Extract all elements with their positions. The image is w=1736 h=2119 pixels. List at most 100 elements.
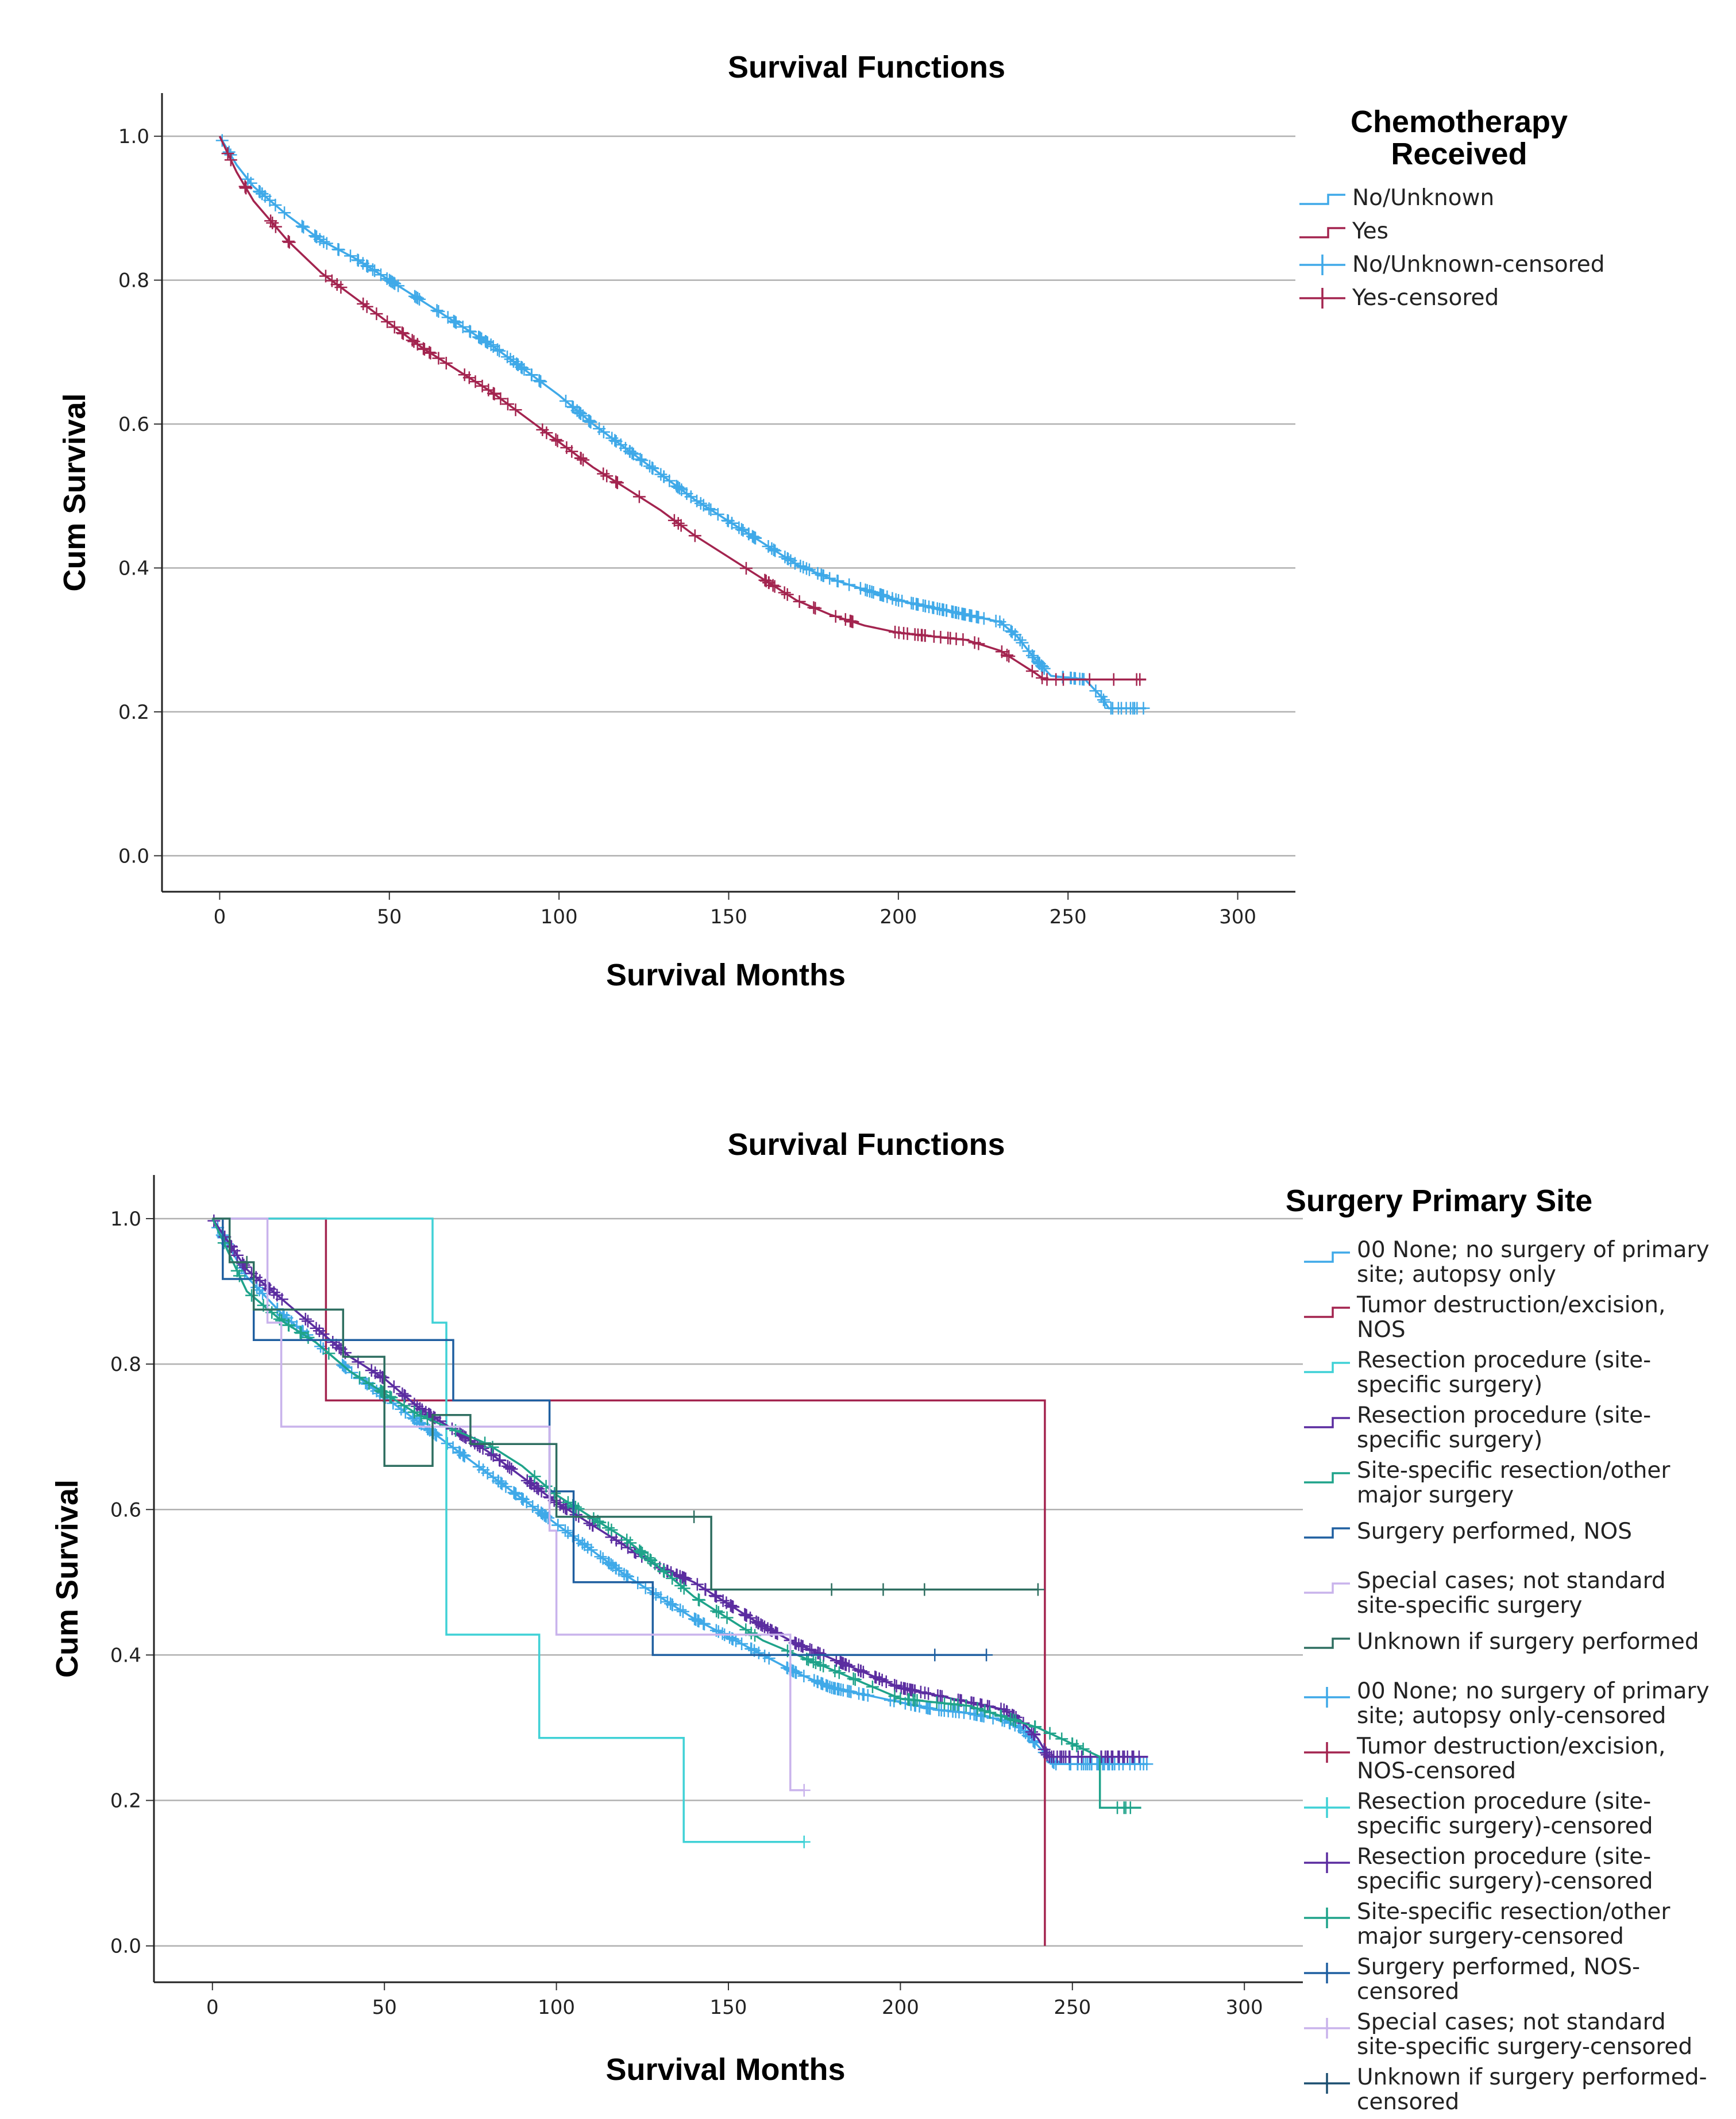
censor-mark bbox=[487, 1449, 500, 1462]
censor-mark bbox=[803, 563, 816, 576]
censor-mark bbox=[633, 1544, 646, 1558]
censor-mark bbox=[540, 426, 553, 440]
legend-swatch-step bbox=[1304, 1472, 1350, 1484]
series-line bbox=[211, 1218, 1148, 1758]
censor-mark bbox=[867, 586, 880, 599]
legend-entry-label: site; autopsy only bbox=[1357, 1262, 1556, 1288]
censor-mark bbox=[975, 1709, 989, 1723]
censor-mark bbox=[725, 517, 738, 530]
y-tick-label: 0.8 bbox=[110, 1353, 141, 1376]
censor-mark bbox=[221, 147, 234, 160]
censor-mark bbox=[322, 1347, 335, 1360]
censor-mark bbox=[365, 1364, 378, 1377]
legend-swatch-censor bbox=[1304, 2073, 1350, 2094]
censor-mark bbox=[421, 1412, 434, 1425]
censor-mark bbox=[927, 630, 940, 643]
chemotherapy-survival-chart: Survival Functions 0.0 0.2 0.4 0.6 0.8 1.0 0 50 1… bbox=[57, 50, 1605, 992]
y-tick-label: 0.4 bbox=[110, 1644, 141, 1667]
censor-mark bbox=[809, 602, 822, 615]
censor-mark bbox=[1001, 649, 1014, 662]
censor-mark bbox=[815, 568, 828, 581]
legend-swatch-step bbox=[1299, 227, 1345, 238]
x-axis-title: Survival Months bbox=[605, 2052, 845, 2087]
censor-mark bbox=[646, 461, 659, 475]
censor-mark bbox=[533, 374, 546, 387]
censor-mark bbox=[458, 368, 471, 382]
censor-mark bbox=[697, 1617, 710, 1630]
censor-mark bbox=[632, 490, 646, 503]
censor-mark bbox=[1123, 1758, 1136, 1771]
censor-mark bbox=[597, 425, 610, 438]
censor-mark bbox=[703, 502, 716, 515]
censor-mark bbox=[889, 593, 902, 606]
censor-mark bbox=[866, 1680, 879, 1693]
censor-mark bbox=[413, 292, 426, 306]
legend-swatch-step bbox=[1304, 1527, 1350, 1539]
censor-mark bbox=[1036, 660, 1049, 673]
censor-mark bbox=[933, 603, 946, 616]
censor-mark bbox=[672, 517, 685, 530]
legend-swatch-censor bbox=[1304, 1797, 1350, 1818]
censor-mark bbox=[626, 446, 639, 460]
censor-mark bbox=[1095, 1750, 1108, 1763]
censor-mark bbox=[782, 552, 795, 565]
censor-mark bbox=[938, 1697, 951, 1710]
y-axis-title: Cum Survival bbox=[57, 393, 92, 591]
censor-mark bbox=[778, 586, 791, 599]
censor-mark bbox=[902, 1693, 916, 1706]
censor-mark bbox=[1025, 665, 1039, 677]
censor-mark bbox=[1047, 1750, 1060, 1763]
censor-mark bbox=[623, 445, 636, 458]
censor-mark bbox=[794, 560, 807, 573]
censor-mark bbox=[269, 198, 282, 211]
censor-mark bbox=[879, 1675, 893, 1688]
legend-entry-label: censored bbox=[1357, 1979, 1459, 2005]
censor-mark bbox=[508, 1487, 522, 1500]
censor-mark bbox=[495, 1477, 508, 1490]
series-line bbox=[212, 1218, 804, 1843]
censor-mark bbox=[609, 434, 623, 448]
censor-mark bbox=[501, 350, 514, 364]
x-tick-label: 0 bbox=[214, 906, 226, 928]
censor-mark bbox=[351, 253, 364, 267]
censor-mark bbox=[476, 379, 489, 392]
censor-mark bbox=[388, 321, 401, 334]
x-tick-label: 50 bbox=[372, 1996, 397, 2019]
censor-mark bbox=[577, 453, 590, 467]
censor-mark bbox=[649, 1588, 662, 1601]
censor-mark bbox=[584, 415, 597, 429]
legend-title-line: Received bbox=[1391, 137, 1527, 171]
censor-mark bbox=[673, 481, 686, 495]
censor-mark bbox=[456, 320, 469, 333]
censor-mark bbox=[901, 627, 914, 640]
censor-mark bbox=[789, 1637, 803, 1650]
censor-mark bbox=[876, 589, 889, 602]
censor-mark bbox=[735, 1637, 749, 1650]
y-tick-label: 0.2 bbox=[110, 1790, 141, 1813]
censor-mark bbox=[654, 1591, 668, 1604]
censor-mark bbox=[240, 1255, 253, 1269]
censor-mark bbox=[415, 1409, 428, 1423]
legend-title-line: Chemotherapy bbox=[1351, 105, 1568, 139]
censor-mark bbox=[536, 1507, 549, 1520]
censor-mark bbox=[690, 1578, 704, 1591]
legend-entry-label: Special cases; not standard bbox=[1357, 2009, 1666, 2035]
censor-mark bbox=[609, 475, 623, 488]
censor-mark bbox=[524, 1477, 538, 1490]
censor-mark bbox=[551, 434, 564, 448]
censor-mark bbox=[245, 1267, 258, 1280]
censor-mark bbox=[983, 1706, 997, 1719]
censor-mark bbox=[253, 1274, 267, 1287]
censor-mark bbox=[854, 581, 867, 595]
censor-mark bbox=[238, 180, 252, 193]
censor-mark bbox=[796, 1640, 809, 1653]
censor-mark bbox=[956, 633, 970, 646]
censor-mark bbox=[609, 1561, 622, 1574]
x-tick-label: 300 bbox=[1219, 906, 1256, 928]
censor-mark bbox=[919, 599, 932, 612]
censor-mark bbox=[1002, 650, 1016, 663]
censor-mark bbox=[560, 1502, 573, 1515]
censor-mark bbox=[712, 1625, 725, 1638]
censor-mark bbox=[635, 454, 649, 467]
censor-mark bbox=[439, 356, 453, 369]
